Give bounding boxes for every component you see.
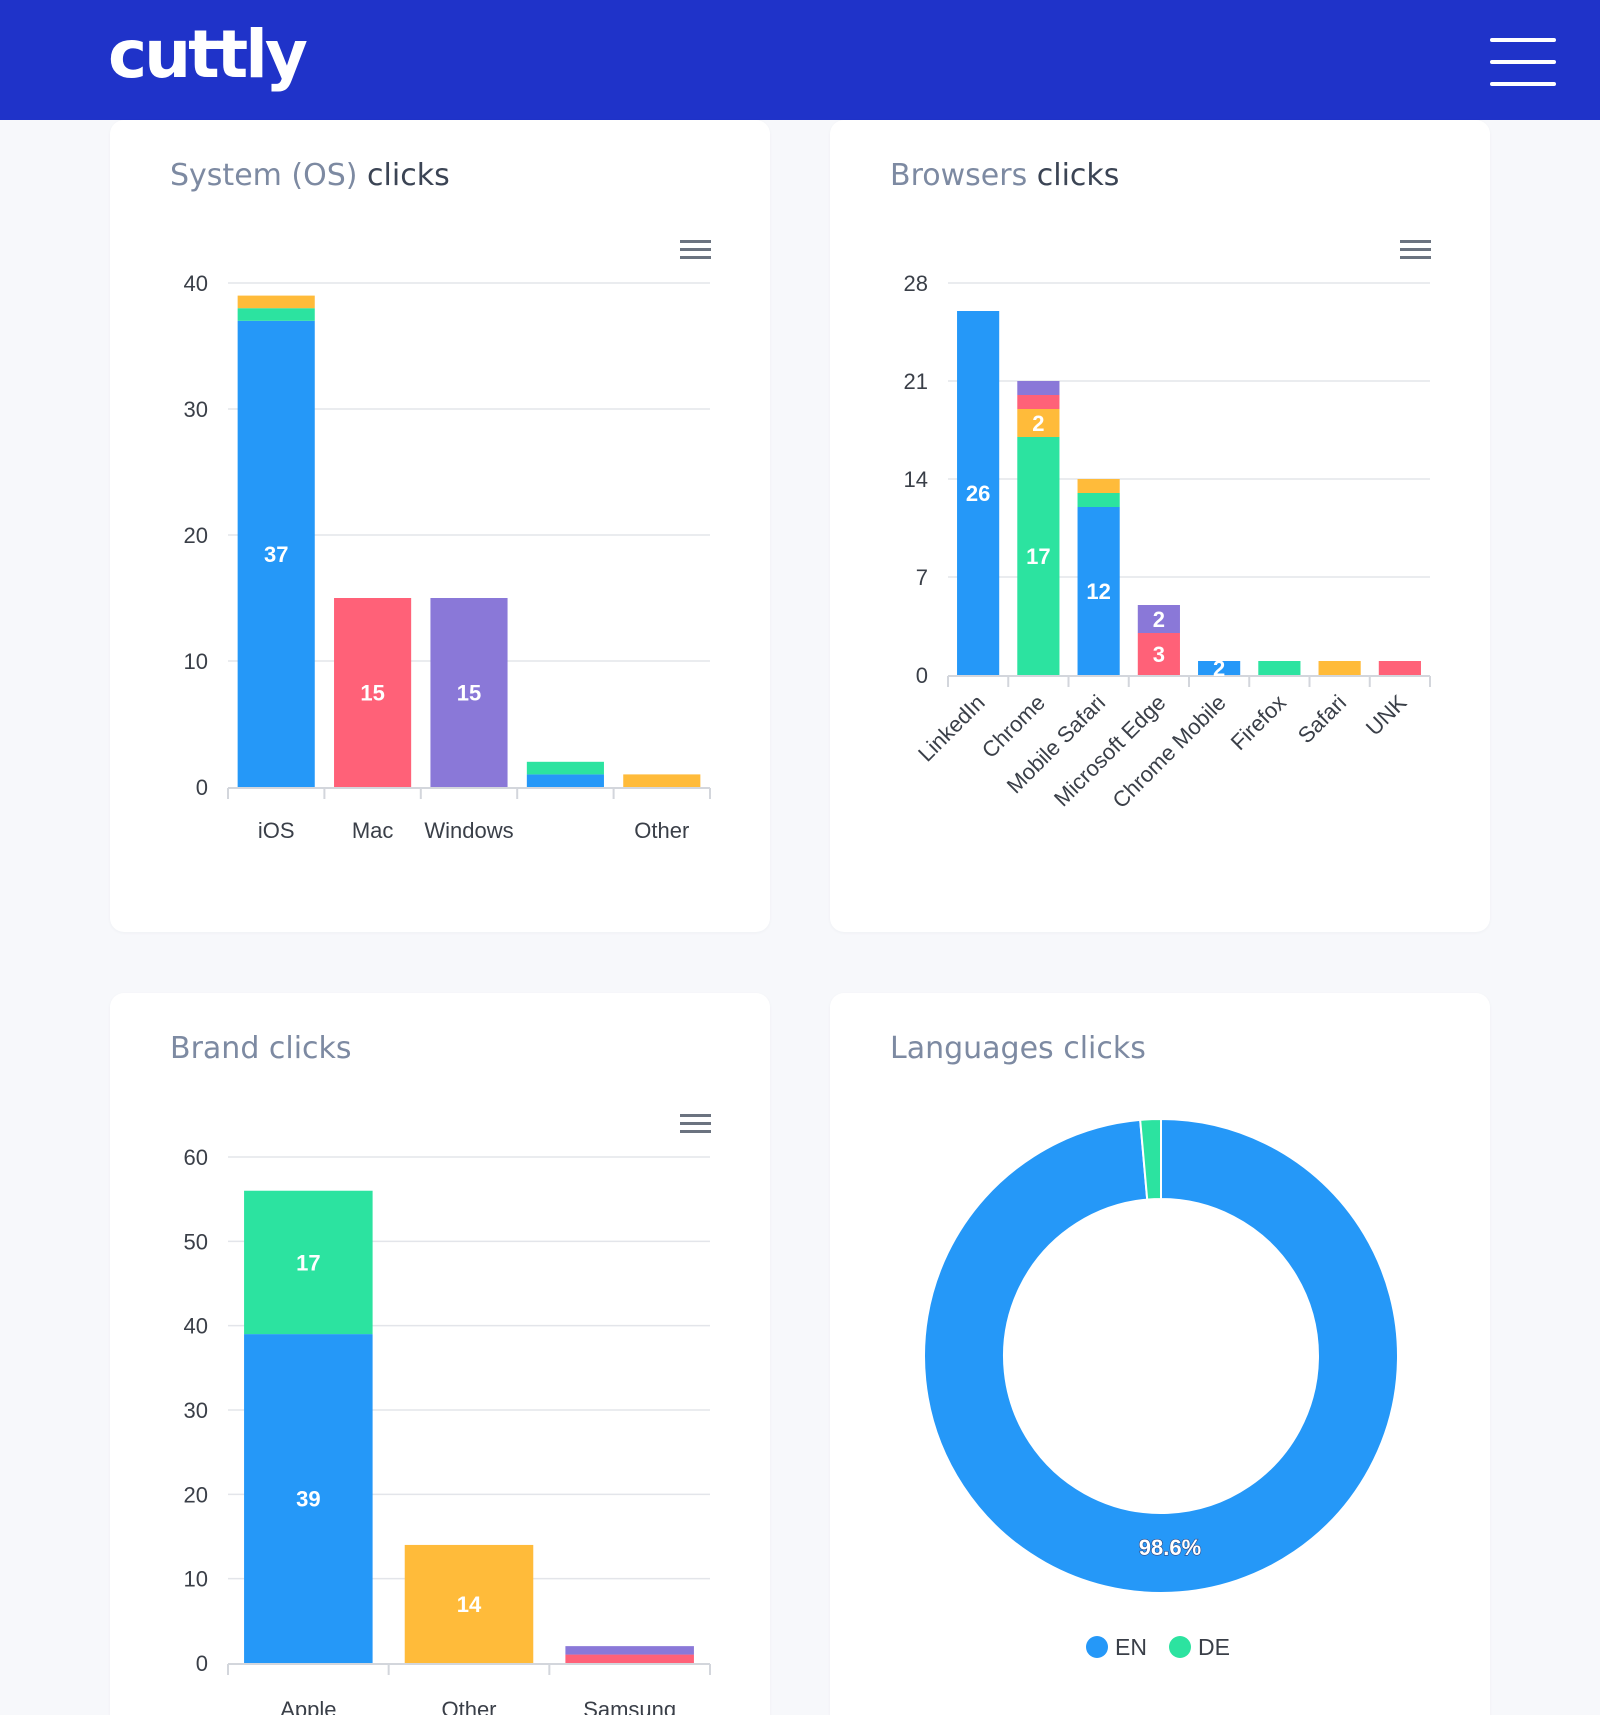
y-tick-label: 10 (184, 1567, 208, 1592)
data-label: 39 (296, 1487, 320, 1512)
card-title-main: Brand clicks (170, 1031, 352, 1066)
y-tick-label: 20 (184, 523, 208, 548)
bar-segment[interactable] (623, 774, 701, 787)
donut-slice[interactable] (923, 1117, 1399, 1594)
x-category-label: Other (634, 818, 689, 843)
languages-donut-chart: 98.6% EN DE (923, 1117, 1399, 1660)
bar-segment[interactable] (1198, 661, 1241, 675)
x-category-label: Safari (1293, 690, 1351, 748)
bar-segment[interactable] (244, 1334, 373, 1663)
y-tick-label: 20 (184, 1482, 208, 1507)
bar-segment[interactable] (1318, 661, 1361, 675)
browsers-clicks-card: Browsers clicks 0 7 14 21 28 26 17 2 12 3 2 2 Linked… (830, 120, 1490, 932)
y-tick-label: 7 (916, 565, 928, 590)
bar-segment[interactable] (957, 311, 1000, 675)
bar-segment[interactable] (430, 598, 508, 787)
y-tick-label: 14 (904, 467, 928, 492)
donut-slice[interactable] (1139, 1117, 1162, 1201)
data-label: 98.6% (1139, 1535, 1201, 1560)
y-tick-label: 30 (184, 1398, 208, 1423)
data-label: 2 (1032, 411, 1044, 436)
x-category-label: LinkedIn (913, 690, 990, 767)
data-label: 2 (1153, 607, 1165, 632)
bar-segment[interactable] (334, 598, 412, 787)
card-title-main: Browsers (890, 158, 1028, 193)
data-label: 3 (1153, 642, 1165, 667)
bar-segment[interactable] (565, 1646, 694, 1655)
top-bar: cuttly (0, 0, 1600, 120)
bar-segment[interactable] (237, 308, 315, 321)
hamburger-icon[interactable] (1490, 38, 1556, 86)
data-label: 15 (360, 681, 384, 706)
bar-segment[interactable] (1017, 409, 1060, 437)
card-title: Brand clicks (170, 1031, 352, 1066)
brand-clicks-card: Brand clicks 0 10 20 30 40 50 60 39 17 14 Apple Oth… (110, 993, 770, 1715)
data-label: 37 (264, 542, 288, 567)
y-tick-label: 0 (196, 775, 208, 800)
brand-bar-chart: 0 10 20 30 40 50 60 39 17 14 Apple Other Samsung (184, 1114, 711, 1715)
card-title: Browsers clicks (890, 158, 1119, 193)
y-tick-label: 10 (184, 649, 208, 674)
bar-segment[interactable] (404, 1544, 534, 1663)
chart-menu-icon[interactable] (680, 240, 711, 259)
bar-segment[interactable] (244, 1190, 373, 1335)
data-label: 26 (966, 481, 990, 506)
y-tick-label: 40 (184, 1314, 208, 1339)
chart-menu-icon[interactable] (1400, 240, 1431, 259)
bar-segment[interactable] (526, 774, 604, 787)
legend-marker[interactable] (1086, 1636, 1108, 1658)
bar-segment[interactable] (1137, 605, 1180, 633)
card-title: Languages clicks (890, 1031, 1146, 1066)
x-category-label: Other (441, 1697, 496, 1715)
data-label: 15 (457, 681, 481, 706)
bar-segment[interactable] (1077, 493, 1120, 507)
os-bar-chart: 0 10 20 30 40 37 15 15 iOS Mac Windows Other (184, 240, 711, 843)
bar-segment[interactable] (1017, 437, 1060, 675)
card-title-suffix: clicks (367, 158, 450, 193)
x-category-label: Firefox (1226, 690, 1291, 755)
y-tick-label: 0 (196, 1651, 208, 1676)
bar-segment[interactable] (1258, 661, 1301, 675)
y-tick-label: 60 (184, 1145, 208, 1170)
x-category-label: Samsung (583, 1697, 676, 1715)
bar-segment[interactable] (1017, 395, 1060, 409)
legend-label: EN (1115, 1634, 1147, 1660)
y-tick-label: 21 (904, 369, 928, 394)
bar-segment[interactable] (1137, 633, 1180, 675)
chart-menu-icon[interactable] (680, 1114, 711, 1133)
os-clicks-card: System (OS) clicks 0 10 20 30 40 37 15 15 iOS Mac… (110, 120, 770, 932)
bar-segment[interactable] (1017, 381, 1060, 395)
bar-segment[interactable] (1077, 507, 1120, 675)
x-category-label: Apple (280, 1697, 336, 1715)
x-category-label: UNK (1361, 690, 1412, 741)
x-category-label: Mac (352, 818, 394, 843)
card-title-main: System (OS) (170, 158, 358, 193)
legend-marker[interactable] (1169, 1636, 1191, 1658)
data-label: 12 (1086, 579, 1110, 604)
card-title: System (OS) clicks (170, 158, 450, 193)
y-tick-label: 0 (916, 663, 928, 688)
data-label: 14 (457, 1592, 482, 1617)
data-label: 17 (1026, 544, 1050, 569)
bar-segment[interactable] (526, 761, 604, 775)
data-label: 17 (296, 1250, 320, 1275)
y-tick-label: 28 (904, 271, 928, 296)
y-tick-label: 30 (184, 397, 208, 422)
card-title-main: Languages clicks (890, 1031, 1146, 1066)
card-title-suffix: clicks (1036, 158, 1120, 193)
data-label: 2 (1213, 656, 1225, 681)
bar-segment[interactable] (237, 295, 315, 309)
languages-clicks-card: Languages clicks 98.6% EN DE (830, 993, 1490, 1715)
bar-segment[interactable] (565, 1654, 694, 1663)
x-category-label: iOS (258, 818, 295, 843)
x-category-label: Windows (424, 818, 513, 843)
y-tick-label: 50 (184, 1229, 208, 1254)
y-tick-label: 40 (184, 271, 208, 296)
legend-label: DE (1198, 1634, 1230, 1660)
cuttly-logo[interactable]: cuttly (108, 16, 308, 93)
bar-segment[interactable] (1077, 479, 1120, 493)
bar-segment[interactable] (1378, 661, 1421, 675)
bar-segment[interactable] (237, 320, 315, 787)
